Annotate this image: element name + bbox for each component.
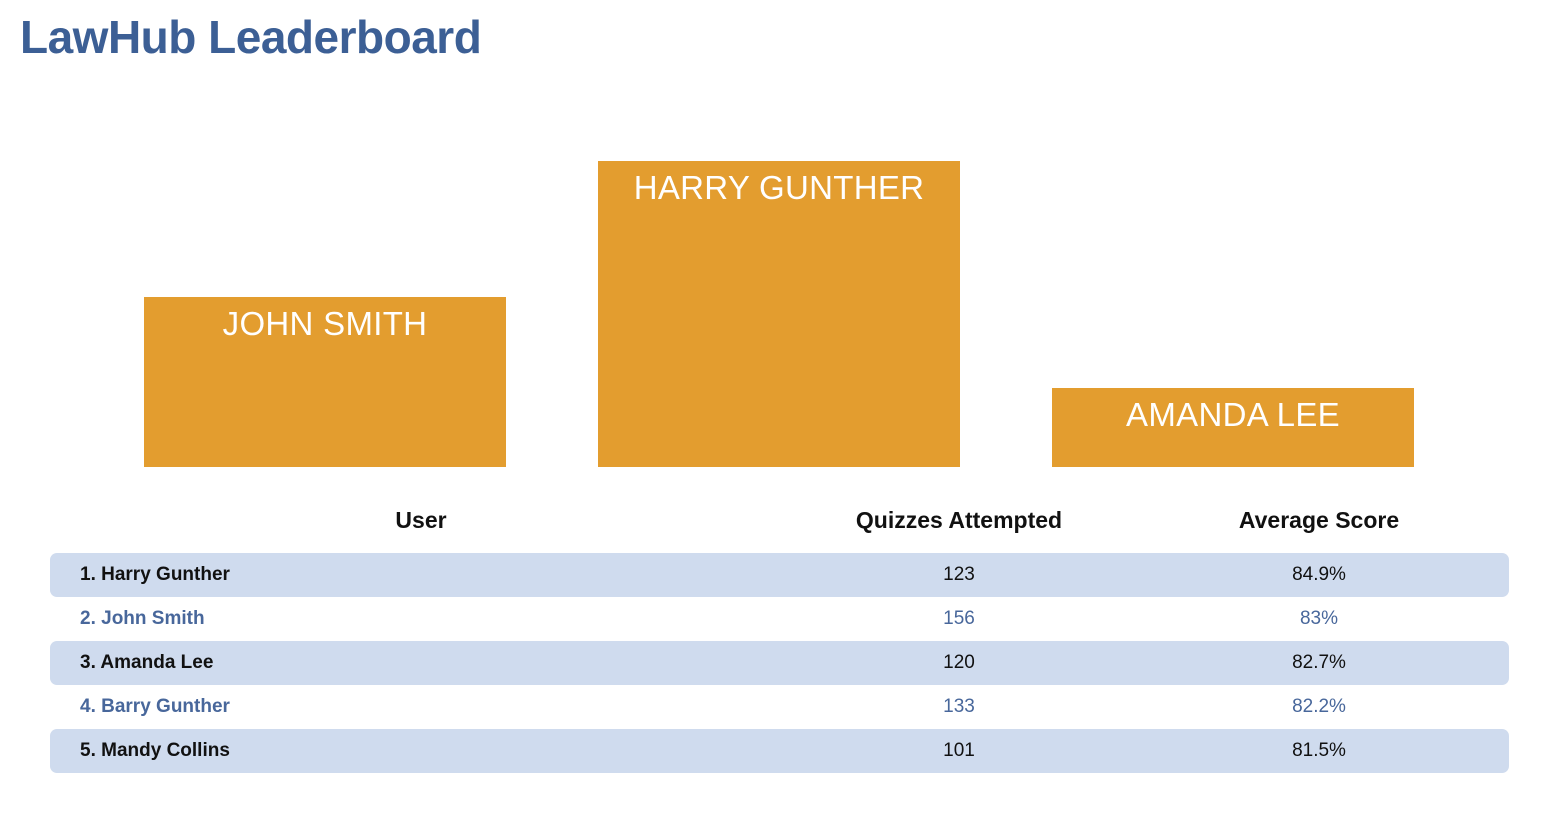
podium-first-name: HARRY GUNTHER <box>633 169 925 206</box>
podium-first-place: HARRY GUNTHER <box>598 161 960 467</box>
podium-second-name: JOHN SMITH <box>222 305 428 342</box>
leaderboard-table-header: User Quizzes Attempted Average Score <box>50 507 1509 543</box>
leaderboard-table: 1. Harry Gunther 123 84.9% 2. John Smith… <box>50 553 1509 773</box>
podium: JOHN SMITH HARRY GUNTHER AMANDA LEE <box>144 161 1414 467</box>
podium-second-place: JOHN SMITH <box>144 297 506 467</box>
row-score: 83% <box>1299 608 1339 629</box>
table-row: 3. Amanda Lee 120 82.7% <box>50 641 1509 685</box>
row-quizzes: 120 <box>943 652 975 673</box>
table-row: 1. Harry Gunther 123 84.9% <box>50 553 1509 597</box>
row-user: 2. John Smith <box>80 608 205 629</box>
row-quizzes: 156 <box>943 608 975 629</box>
row-quizzes: 133 <box>943 696 975 717</box>
row-quizzes: 101 <box>943 740 975 761</box>
row-score: 81.5% <box>1292 740 1346 761</box>
header-quizzes-attempted: Quizzes Attempted <box>855 507 1063 533</box>
page-title: LawHub Leaderboard <box>20 11 482 63</box>
row-quizzes: 123 <box>943 564 975 585</box>
row-score: 82.7% <box>1292 652 1346 673</box>
table-row: 2. John Smith 156 83% <box>50 597 1509 641</box>
row-user: 4. Barry Gunther <box>80 696 230 717</box>
row-user: 3. Amanda Lee <box>80 652 214 673</box>
podium-third-name: AMANDA LEE <box>1126 396 1340 433</box>
row-user: 5. Mandy Collins <box>80 740 230 761</box>
row-score: 82.2% <box>1292 696 1346 717</box>
header-user: User <box>395 507 447 533</box>
table-row: 5. Mandy Collins 101 81.5% <box>50 729 1509 773</box>
row-user: 1. Harry Gunther <box>80 564 230 585</box>
header-average-score: Average Score <box>1238 507 1400 533</box>
row-score: 84.9% <box>1292 564 1346 585</box>
table-row: 4. Barry Gunther 133 82.2% <box>50 685 1509 729</box>
podium-third-place: AMANDA LEE <box>1052 388 1414 467</box>
